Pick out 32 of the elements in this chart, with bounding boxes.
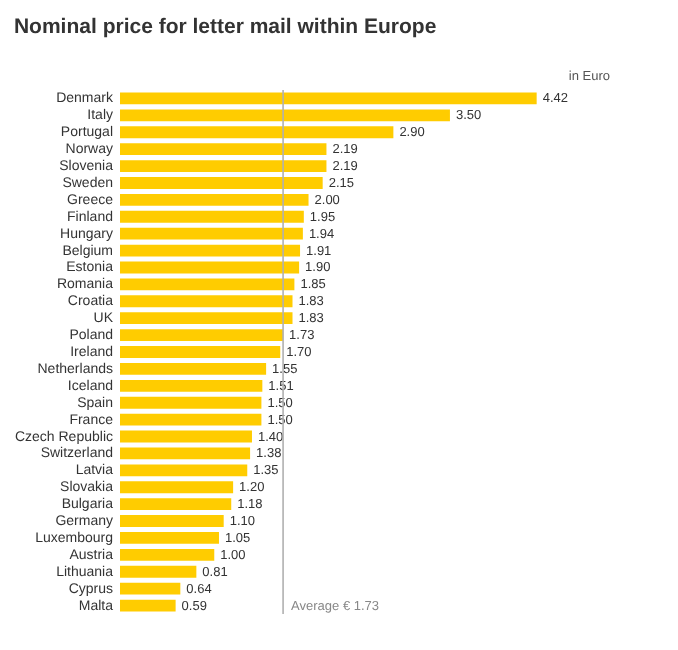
bar — [120, 295, 293, 308]
chart-title: Nominal price for letter mail within Europe — [13, 15, 437, 39]
bar — [120, 430, 252, 443]
bar — [120, 464, 248, 477]
bar — [120, 227, 303, 240]
bar — [120, 548, 215, 561]
bar — [120, 447, 251, 460]
bar — [120, 532, 219, 544]
bar — [120, 515, 224, 527]
bar — [120, 177, 323, 189]
bar — [120, 244, 301, 257]
bar — [120, 210, 304, 223]
bar — [120, 599, 176, 612]
bar — [120, 565, 197, 578]
bar — [120, 92, 537, 105]
bar — [120, 126, 394, 139]
bar — [120, 261, 300, 274]
bar — [120, 481, 234, 494]
bar — [120, 413, 262, 426]
bar — [120, 312, 293, 325]
bar — [120, 498, 232, 511]
bar — [120, 329, 284, 342]
bar — [120, 582, 181, 595]
bar — [120, 109, 450, 122]
bar — [120, 346, 281, 358]
bar — [120, 362, 267, 375]
bar — [120, 396, 262, 409]
bar — [120, 278, 295, 291]
bar — [120, 160, 327, 172]
bar — [120, 193, 309, 206]
bar — [120, 379, 263, 392]
bar — [120, 143, 327, 156]
